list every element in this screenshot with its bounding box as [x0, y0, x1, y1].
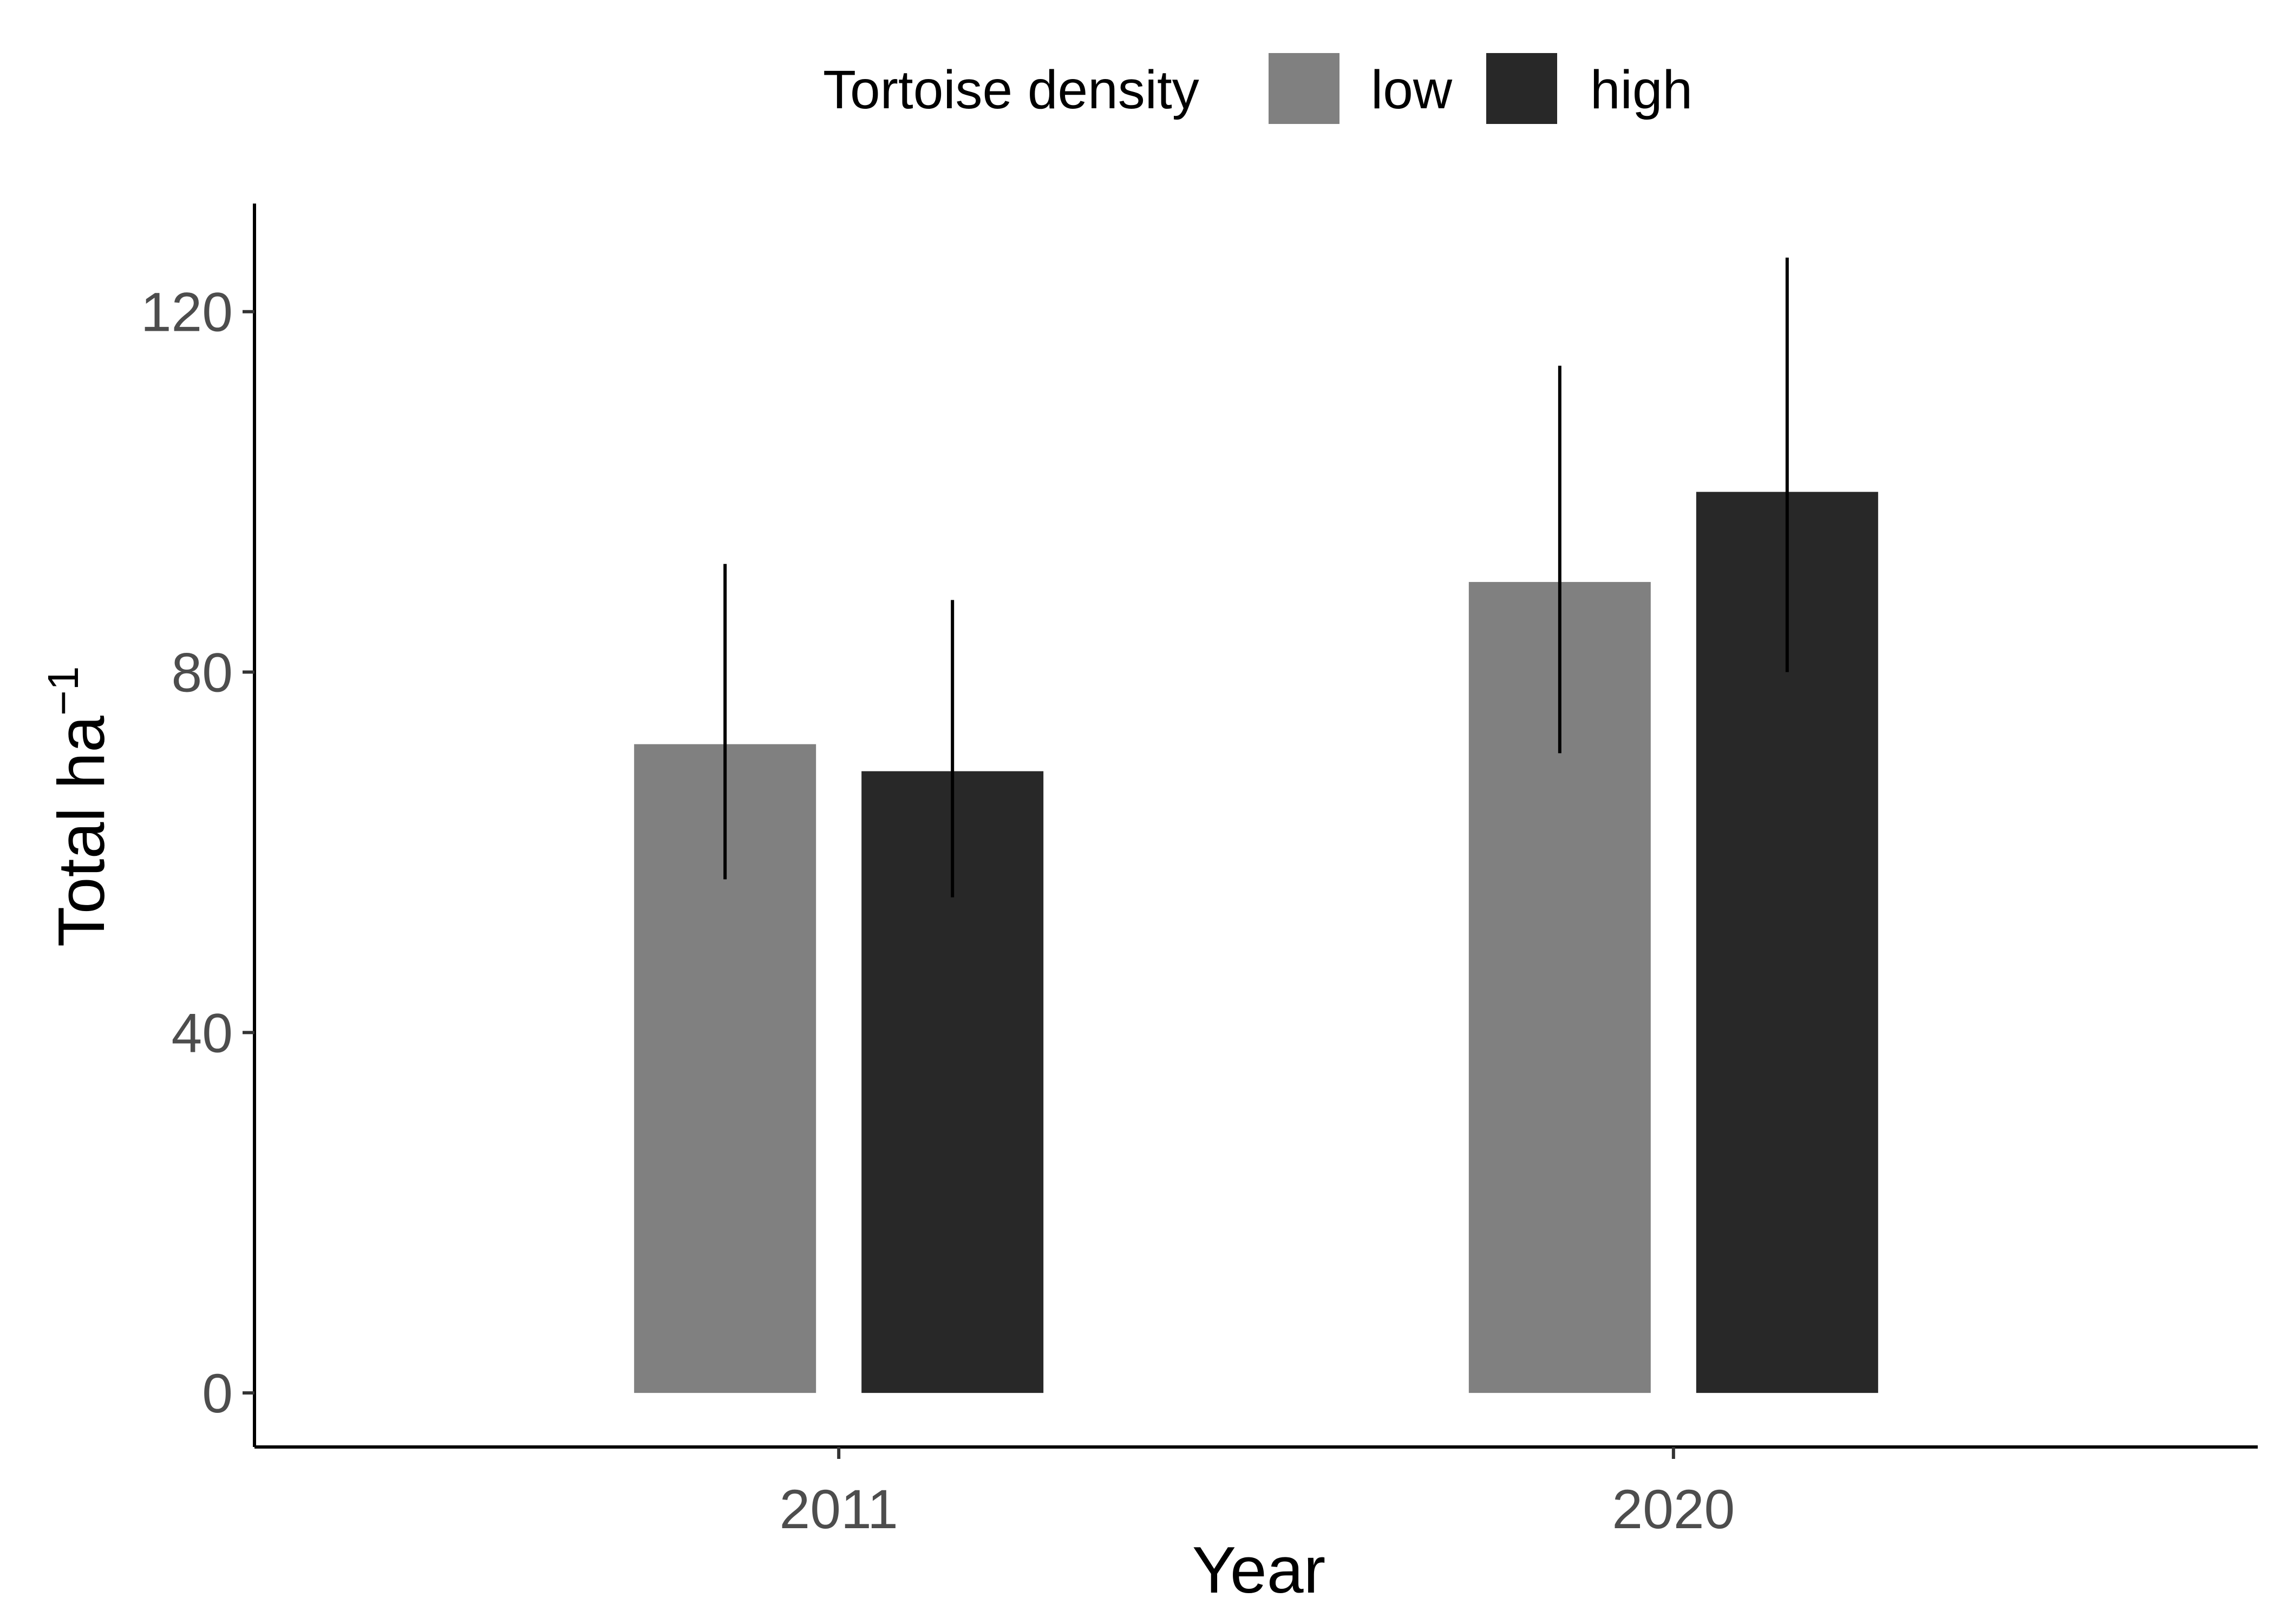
y-tick-label-40: 40 [172, 1002, 233, 1064]
y-tick-label-80: 80 [172, 642, 233, 704]
x-tick-label-2020: 2020 [1612, 1478, 1735, 1540]
y-axis-title: Total ha−1 [39, 666, 118, 947]
y-axis-title-superscript: −1 [39, 666, 87, 716]
legend-label-high: high [1590, 60, 1693, 120]
legend-label-low: low [1371, 60, 1453, 120]
legend-swatch-high [1486, 53, 1557, 124]
x-axis-ticks: 2011 2020 [779, 1447, 1735, 1540]
legend-title: Tortoise density [823, 60, 1199, 120]
bars-layer [634, 492, 1878, 1393]
x-tick-label-2011: 2011 [779, 1478, 898, 1540]
y-axis-ticks: 0 40 80 120 [141, 281, 254, 1424]
error-bars-layer [723, 257, 1789, 898]
legend-swatch-low [1269, 53, 1339, 124]
y-axis-title-group: Total ha−1 [39, 666, 118, 947]
legend: Tortoise density low high [823, 53, 1693, 124]
x-axis-title: Year [1192, 1533, 1326, 1607]
y-tick-label-0: 0 [202, 1363, 233, 1424]
y-tick-label-120: 120 [141, 281, 233, 343]
y-axis-title-text: Total ha [44, 716, 118, 947]
